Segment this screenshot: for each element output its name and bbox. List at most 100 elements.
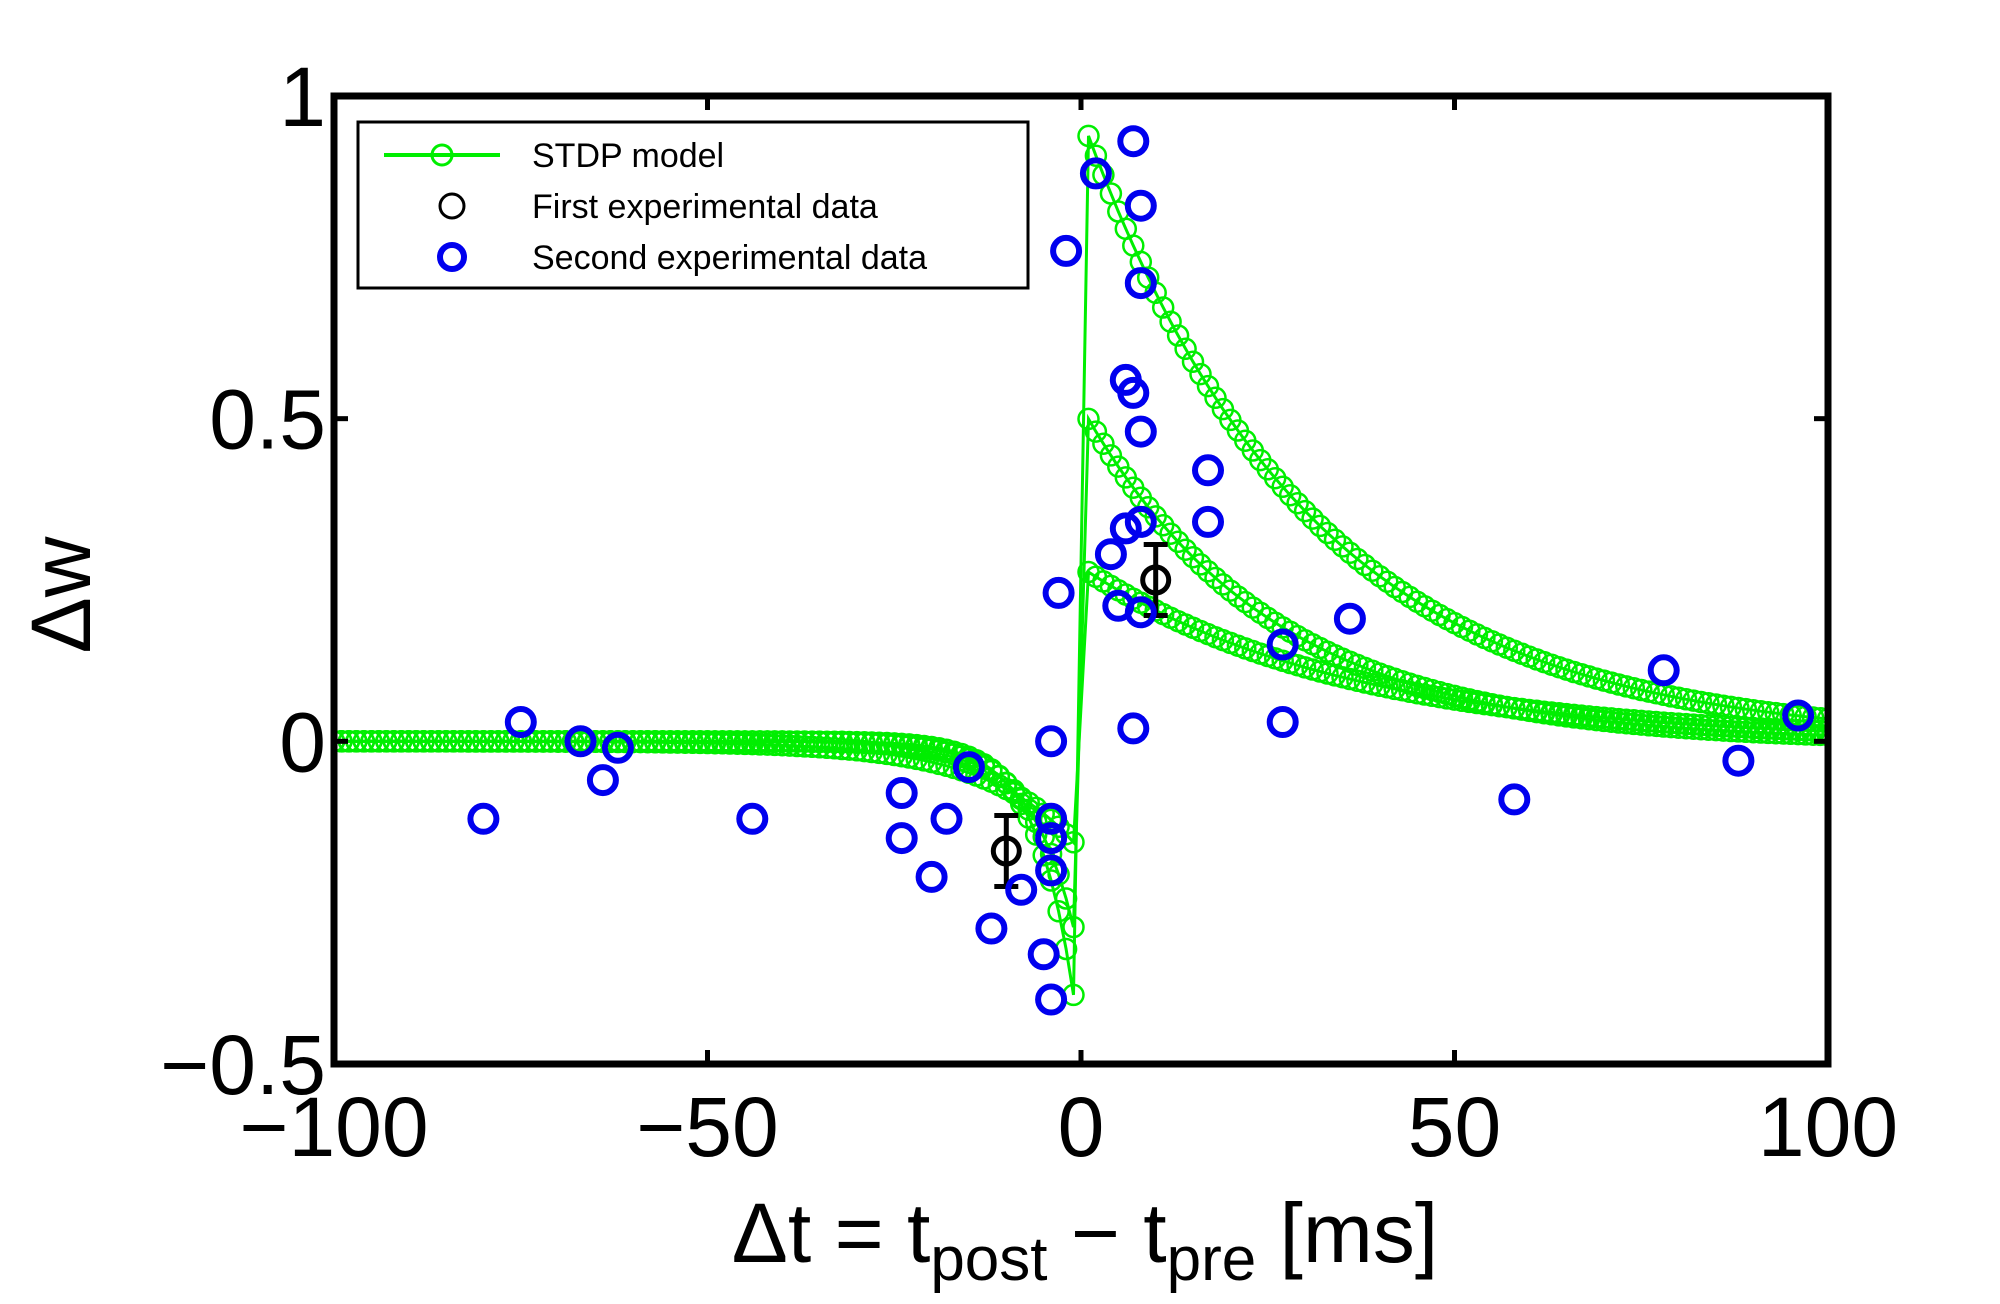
x-axis-label-tail: [ms] — [1256, 1186, 1438, 1280]
stdp-model-marker — [890, 744, 913, 768]
stdp-model-marker — [1667, 686, 1690, 710]
second-data-point — [736, 802, 769, 835]
stdp-model-marker — [673, 731, 697, 754]
stdp-model-marker — [718, 732, 742, 755]
stdp-model-marker — [427, 730, 450, 753]
x-axis-label-sub-post: post — [930, 1225, 1047, 1294]
stdp-model-marker — [875, 742, 899, 766]
second-data-point — [586, 764, 619, 797]
second-data-point — [1027, 938, 1060, 971]
stdp-model-marker — [1682, 689, 1705, 712]
stdp-model-marker — [442, 730, 465, 753]
second-data-point — [1498, 783, 1531, 816]
first-data-point — [990, 835, 1022, 867]
stdp-model-marker — [853, 739, 876, 763]
second-data-point — [504, 706, 537, 738]
legend-box — [356, 120, 1030, 290]
stdp-model-marker — [1316, 521, 1339, 545]
stdp-model-marker — [1756, 717, 1780, 741]
second-experimental-data — [467, 125, 1815, 1016]
stdp-model-marker — [1189, 362, 1212, 386]
stdp-model-marker — [614, 730, 637, 754]
stdp-model-marker — [636, 730, 659, 754]
second-data-point — [930, 802, 963, 835]
legend-first-label: First experimental data — [532, 188, 878, 226]
stdp-model-marker — [1816, 707, 1828, 731]
stdp-model-marker — [1308, 514, 1332, 538]
stdp-model-marker — [1420, 684, 1444, 708]
legend: STDP model First experimental data Secon… — [356, 120, 1030, 290]
second-data-point — [1782, 699, 1815, 732]
second-data-point — [1035, 983, 1068, 1016]
second-data-point — [975, 912, 1008, 945]
x-axis-label-main: Δt = t — [732, 1186, 931, 1280]
stdp-model-marker — [1099, 444, 1123, 467]
second-data-point — [1094, 538, 1127, 571]
second-data-point — [601, 731, 634, 764]
stdp-model-marker — [1047, 900, 1070, 923]
stdp-model-marker — [1682, 713, 1705, 736]
stdp-model-marker — [1532, 700, 1556, 723]
stdp-model-marker — [1413, 683, 1436, 706]
legend-second-label: Second experimental data — [532, 239, 927, 277]
stdp-model-marker — [1615, 708, 1638, 731]
second-data-point — [952, 751, 985, 784]
stdp-model-marker — [1361, 559, 1384, 582]
stdp-model-marker — [1697, 692, 1720, 715]
stdp-model-marker — [1652, 711, 1675, 734]
second-data-point — [885, 777, 918, 809]
stdp-model-marker — [1084, 420, 1108, 443]
stdp-model-marker — [1555, 702, 1578, 726]
stdp-model-marker — [389, 730, 413, 753]
stdp-model-marker — [1398, 680, 1421, 704]
stdp-model-marker — [419, 730, 443, 753]
stdp-model-marker — [1293, 499, 1317, 523]
stdp-model-marker — [703, 731, 727, 755]
second-data-point — [1079, 157, 1112, 190]
stdp-model-marker — [352, 730, 376, 753]
second-data-point — [1124, 267, 1157, 300]
stdp-model-marker — [658, 731, 682, 754]
stdp-model-marker — [464, 730, 488, 753]
x-tick-label: −50 — [636, 1080, 779, 1174]
stdp-model-marker — [643, 731, 667, 754]
x-tick-label: 0 — [1058, 1080, 1105, 1174]
second-data-point — [1109, 512, 1142, 545]
stdp-model-marker — [1630, 709, 1653, 733]
stdp-model-marker — [1503, 696, 1526, 720]
stdp-model-marker — [1428, 685, 1451, 709]
y-tick-label: 0.5 — [209, 373, 326, 467]
y-axis-label: Δw — [14, 536, 108, 653]
stdp-model-marker — [1488, 694, 1511, 718]
stdp-model-marker — [1465, 691, 1489, 715]
stdp-model-marker — [1077, 407, 1100, 431]
stdp-model-marker — [412, 730, 435, 753]
stdp-model-marker — [1622, 709, 1646, 732]
stdp-model-marker — [1443, 688, 1466, 711]
stdp-model-marker — [1764, 717, 1787, 741]
second-data-point — [1035, 725, 1068, 758]
stdp-model-marker — [1189, 553, 1212, 576]
stdp-model-marker — [1517, 698, 1541, 722]
x-tick-label: 50 — [1408, 1080, 1501, 1174]
stdp-model-marker — [1689, 713, 1713, 737]
stdp-model-marker — [800, 735, 824, 759]
stdp-model-marker — [487, 730, 510, 753]
stdp-model-marker — [696, 731, 719, 755]
second-data-point — [885, 822, 918, 855]
stdp-model-marker — [748, 733, 772, 756]
second-data-point — [1035, 854, 1068, 887]
stdp-model-marker — [845, 739, 869, 762]
stdp-model-marker — [1674, 688, 1698, 711]
second-data-point — [1124, 189, 1157, 222]
stdp-model-marker — [1749, 717, 1773, 740]
stdp-model-marker — [1301, 507, 1324, 530]
stdp-model-marker — [524, 730, 547, 753]
axis-ticks: −100 −50 0 50 100 −0.5 0 0.5 1 — [160, 50, 1898, 1174]
stdp-model-marker — [1196, 374, 1220, 398]
stdp-model-marker — [1450, 689, 1474, 713]
stdp-model-marker — [883, 743, 906, 767]
stdp-model-marker — [711, 732, 734, 755]
stdp-model-marker — [1607, 707, 1631, 731]
stdp-model-marker — [1338, 541, 1362, 565]
